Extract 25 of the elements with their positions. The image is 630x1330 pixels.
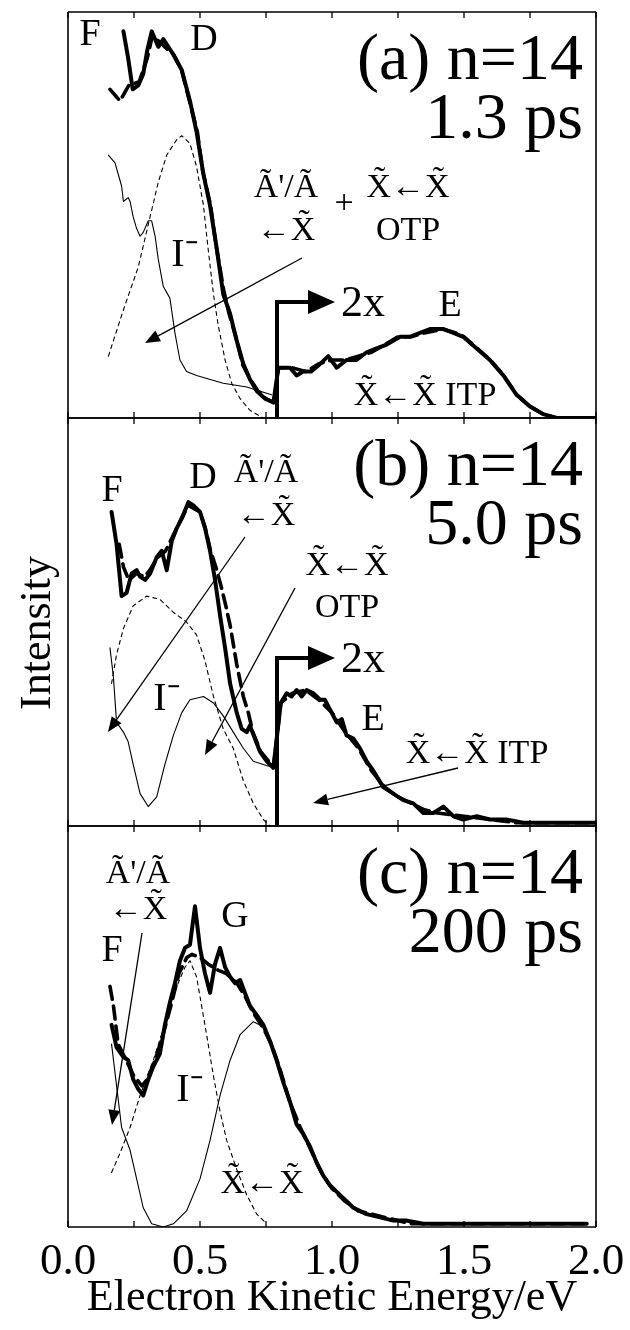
- y-axis-title: Intensity: [10, 556, 60, 710]
- annotation: F: [79, 11, 101, 53]
- annotation: D: [190, 16, 218, 58]
- annotation: 2x: [341, 633, 385, 682]
- annotation: I⁻: [176, 1065, 204, 1110]
- annotation: +: [334, 183, 354, 220]
- annotation: G: [221, 893, 249, 935]
- annotation: E: [438, 282, 462, 324]
- annotation: F: [101, 927, 123, 969]
- annotation: X̃←X̃ OTP: [305, 544, 389, 624]
- annotation: I⁻: [171, 230, 199, 275]
- x-tick-label: 1.5: [435, 1234, 493, 1284]
- annotation: X̃←X̃ ITP: [405, 732, 549, 770]
- annotation: Ã'/Ã ←X̃: [105, 853, 171, 926]
- annotation: Ã'/Ã ←X̃: [233, 452, 299, 532]
- annotation: E: [361, 696, 385, 738]
- annotation: 2x: [341, 277, 385, 326]
- annotation: X̃←X̃: [220, 1162, 304, 1200]
- text: D: [189, 454, 217, 496]
- annotation: I⁻: [153, 674, 181, 719]
- annotation: X̃←X̃ ITP: [353, 374, 497, 412]
- annotation: F: [101, 467, 123, 509]
- annotation: X̃←X̃ OTP: [366, 166, 450, 247]
- annotation: Ã'/Ã ←X̃: [253, 167, 319, 247]
- x-tick-label: 0.5: [171, 1234, 229, 1284]
